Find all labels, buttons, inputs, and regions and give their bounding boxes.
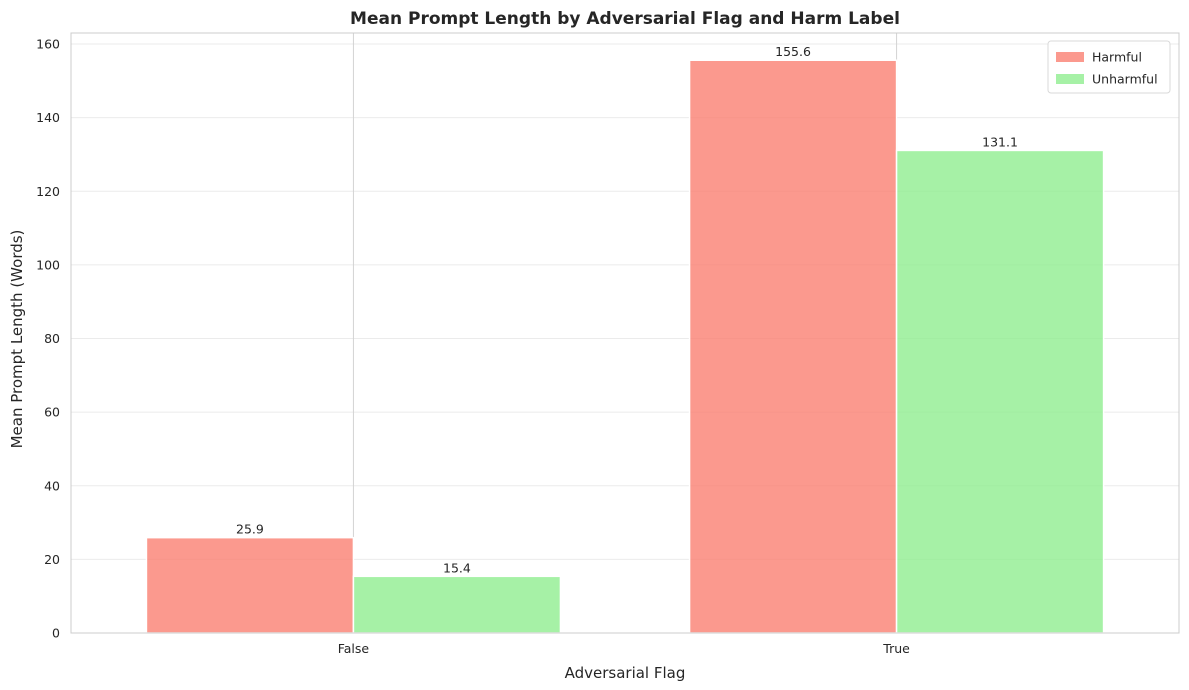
y-tick-label: 160 bbox=[36, 37, 60, 52]
bars-layer bbox=[145, 59, 1105, 634]
y-tick-label: 100 bbox=[36, 257, 60, 272]
legend-label-unharmful: Unharmful bbox=[1092, 72, 1158, 87]
legend-label-harmful: Harmful bbox=[1092, 50, 1142, 65]
x-tick-label: False bbox=[338, 641, 370, 656]
y-tick-label: 120 bbox=[36, 184, 60, 199]
y-tick-label: 0 bbox=[52, 626, 60, 641]
plot-frame bbox=[70, 32, 1180, 634]
bar-harmful-false bbox=[145, 536, 355, 634]
legend-swatch-harmful bbox=[1056, 52, 1084, 62]
x-tick-label: True bbox=[882, 641, 910, 656]
bar-harmful-true bbox=[688, 59, 898, 634]
bar-unharmful-false bbox=[352, 575, 562, 634]
bar-value-label: 25.9 bbox=[236, 522, 264, 537]
chart-title: Mean Prompt Length by Adversarial Flag a… bbox=[350, 9, 900, 29]
bar-unharmful-true bbox=[895, 149, 1105, 634]
y-tick-label: 20 bbox=[44, 552, 60, 567]
bar-value-label: 15.4 bbox=[443, 560, 471, 575]
y-tick-label: 40 bbox=[44, 478, 60, 493]
value-labels-layer: 25.9 155.6 15.4 131.1 bbox=[236, 44, 1018, 575]
bar-value-label: 131.1 bbox=[982, 134, 1018, 149]
y-tick-label: 140 bbox=[36, 110, 60, 125]
y-tick-label: 80 bbox=[44, 331, 60, 346]
x-axis-label: Adversarial Flag bbox=[565, 664, 686, 682]
y-tick-label: 60 bbox=[44, 405, 60, 420]
y-axis-label: Mean Prompt Length (Words) bbox=[8, 230, 26, 449]
ticks-layer: 0 20 40 60 80 100 120 140 160 False True bbox=[36, 37, 910, 656]
legend: Harmful Unharmful bbox=[1047, 40, 1171, 94]
legend-swatch-unharmful bbox=[1056, 74, 1084, 84]
axes-layer bbox=[70, 32, 1180, 634]
bar-value-label: 155.6 bbox=[775, 44, 811, 59]
